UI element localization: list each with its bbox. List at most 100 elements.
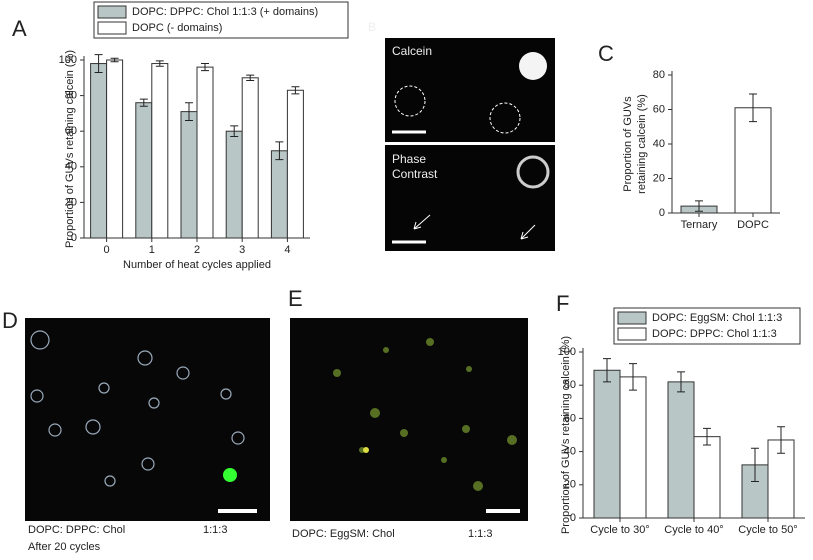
image-label: Phase	[392, 152, 426, 166]
x-tick-label: 0	[104, 244, 110, 256]
vesicle	[363, 447, 369, 453]
vesicle-outline	[489, 102, 521, 134]
error-bar	[230, 125, 239, 138]
y-tick-label: 100	[558, 346, 576, 358]
x-axis-label: Number of heat cycles applied	[123, 259, 271, 271]
y-tick-label: 20	[65, 196, 77, 208]
caption: After 20 cycles	[28, 541, 101, 553]
panel-letter: E	[288, 286, 303, 311]
x-tick-label: Cycle to 30°	[590, 524, 649, 536]
error-bar	[185, 102, 193, 122]
image-label: Calcein	[392, 44, 432, 58]
legend-box	[93, 1, 349, 39]
panel-letter: C	[598, 41, 614, 66]
error-bar	[155, 60, 164, 67]
y-axis-label: Proportion of GUVs retaining calcein (%)	[560, 336, 572, 534]
x-tick-label: Cycle to 50°	[738, 524, 797, 536]
x-tick-label: Cycle to 40°	[664, 524, 723, 536]
panel-e	[290, 318, 528, 521]
y-tick-label: 40	[564, 446, 576, 458]
bar	[196, 66, 214, 239]
bar	[180, 111, 198, 239]
error-bar	[695, 200, 703, 212]
y-tick-label: 40	[65, 161, 77, 173]
x-tick-label: 4	[284, 244, 290, 256]
error-bar	[777, 426, 785, 454]
y-tick-label: 0	[570, 512, 576, 524]
y-tick-label: 60	[65, 125, 77, 137]
y-axis-label: retaining calcein (%)	[636, 94, 648, 194]
legend-label: DOPC (- domains)	[132, 22, 222, 34]
panel-b: B Calcein Phase Contrast	[368, 20, 555, 251]
error-bar	[246, 74, 255, 81]
error-bar	[201, 63, 209, 72]
panel-letter: A	[12, 16, 27, 41]
micrograph	[290, 318, 528, 521]
bar	[90, 63, 108, 239]
x-tick-label: Ternary	[681, 219, 718, 231]
y-tick-label: 40	[653, 138, 665, 150]
error-bar	[603, 358, 611, 383]
bar	[270, 150, 288, 239]
bar	[734, 107, 772, 214]
error-bar	[110, 57, 119, 63]
bar	[151, 63, 169, 239]
caption: DOPC: DPPC: Chol	[28, 524, 125, 536]
micrograph	[25, 318, 270, 521]
y-axis-label: Proportion of GUVs	[622, 96, 634, 192]
error-bar	[275, 141, 284, 161]
vesicle	[516, 155, 550, 189]
error-bar	[291, 86, 300, 95]
error-bar	[703, 427, 711, 446]
y-tick-label: 0	[71, 232, 77, 244]
vesicle	[223, 468, 237, 482]
bar	[241, 77, 259, 239]
y-axis-label: Proportion of GUVs retaining calcein (%)	[64, 50, 76, 248]
error-bar	[751, 447, 759, 482]
panel-letter: B	[368, 20, 376, 34]
error-bar	[677, 371, 685, 393]
vesicles	[333, 338, 517, 491]
legend-swatch	[617, 327, 647, 341]
panel-d	[25, 318, 270, 521]
legend-label: DOPC: EggSM: Chol 1:1:3	[652, 312, 782, 324]
bar	[286, 89, 304, 239]
legend-swatch	[617, 311, 647, 325]
x-tick-label: DOPC	[737, 219, 769, 231]
bar	[225, 130, 243, 239]
bar	[593, 369, 621, 519]
y-tick-label: 60	[564, 412, 576, 424]
caption: 1:1:3	[203, 524, 227, 536]
panel-letter: F	[556, 291, 569, 316]
error-bar	[139, 98, 148, 107]
error-bar	[629, 363, 637, 391]
x-tick-label: 1	[149, 244, 155, 256]
error-bar	[94, 54, 103, 73]
panel-letter: D	[2, 308, 18, 333]
legend-swatch	[97, 5, 127, 19]
y-tick-label: 80	[564, 379, 576, 391]
bar	[135, 102, 153, 239]
arrow	[413, 214, 536, 240]
y-tick-label: 0	[659, 207, 665, 219]
vesicle-outline	[394, 85, 426, 117]
error-bar	[749, 93, 757, 123]
y-tick-label: 80	[65, 90, 77, 102]
x-tick-label: 2	[194, 244, 200, 256]
vesicle	[519, 52, 547, 80]
caption: DOPC: EggSM: Chol	[292, 528, 395, 540]
legend-label: DOPC: DPPC: Chol 1:1:3 (+ domains)	[132, 6, 318, 18]
vesicles	[30, 330, 245, 487]
y-tick-label: 20	[564, 479, 576, 491]
y-tick-label: 20	[653, 172, 665, 184]
x-tick-label: 3	[239, 244, 245, 256]
y-tick-label: 80	[653, 69, 665, 81]
bar	[619, 376, 647, 519]
bar	[667, 381, 695, 519]
legend-swatch	[97, 21, 127, 35]
y-tick-label: 60	[653, 103, 665, 115]
caption: 1:1:3	[468, 528, 492, 540]
y-tick-label: 100	[59, 54, 77, 66]
bar	[693, 436, 721, 519]
